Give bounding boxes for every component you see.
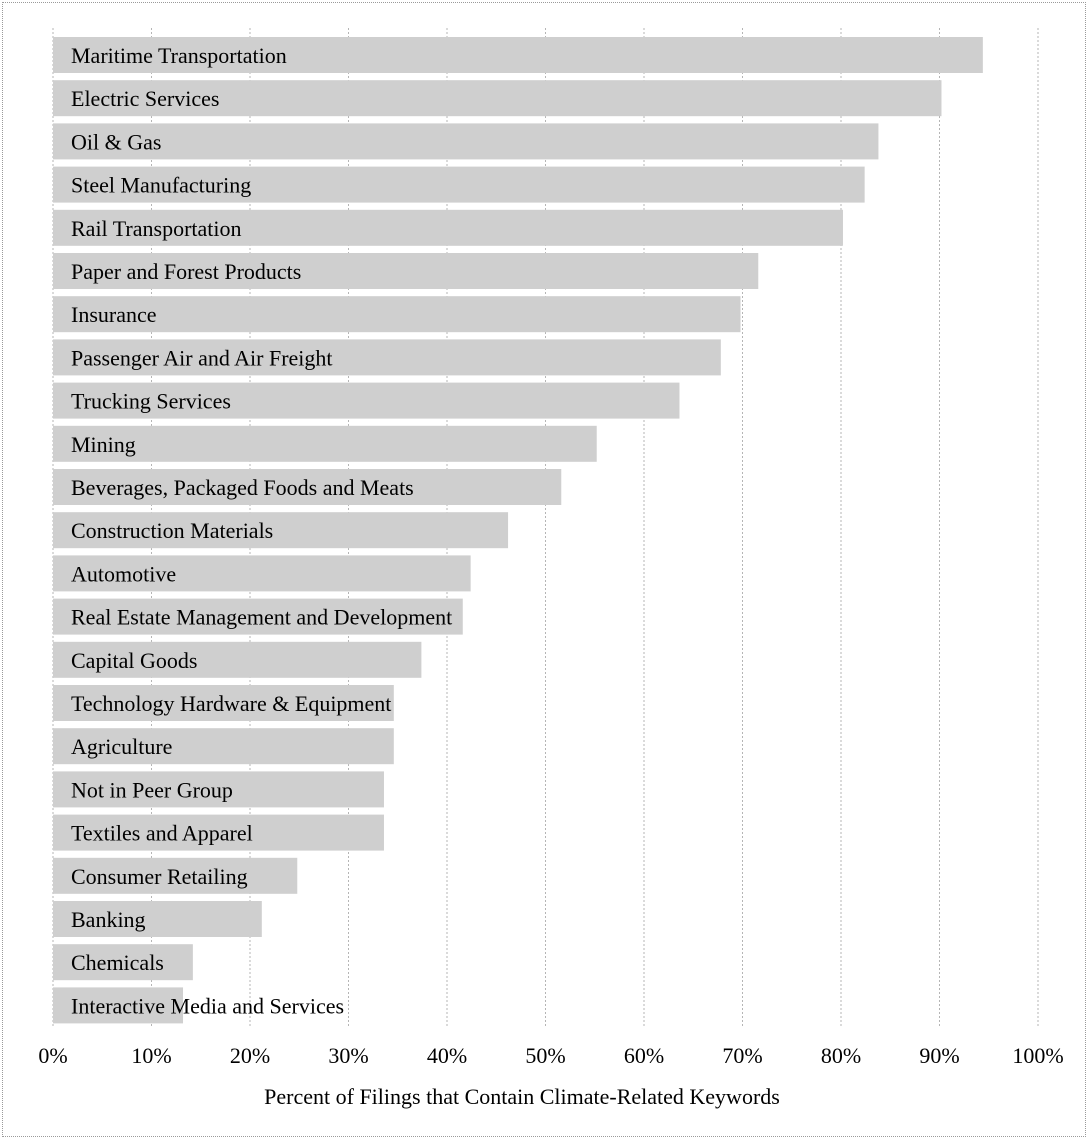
bar (53, 857, 298, 894)
bar (53, 37, 983, 73)
x-tick-labels: 0% 10% 20% 30% 40% 50% 60% 70% 80% 90% 100% (38, 1043, 1063, 1068)
bar (53, 469, 562, 505)
bar (53, 685, 394, 721)
category-label: Insurance (71, 302, 157, 327)
category-label: Trucking Services (71, 389, 231, 414)
category-label: Consumer Retailing (71, 864, 248, 889)
bar (53, 555, 471, 592)
category-label: Passenger Air and Air Freight (71, 345, 333, 370)
x-tick-label: 60% (624, 1043, 664, 1068)
category-label: Capital Goods (71, 648, 198, 673)
bar (53, 339, 721, 376)
category-label: Chemicals (71, 950, 164, 975)
bar (53, 296, 741, 333)
category-label: Rail Transportation (71, 216, 242, 241)
bar (53, 901, 262, 937)
bar (53, 598, 463, 635)
category-label: Interactive Media and Services (71, 993, 344, 1018)
x-tick-label: 90% (919, 1043, 959, 1068)
bar (53, 80, 942, 117)
x-tick-label: 70% (722, 1043, 762, 1068)
bar (53, 987, 184, 1024)
category-label: Paper and Forest Products (71, 259, 301, 284)
category-label: Technology Hardware & Equipment (71, 691, 391, 716)
bars (53, 37, 983, 1024)
x-axis-title: Percent of Filings that Contain Climate-… (264, 1084, 780, 1109)
category-label: Real Estate Management and Development (71, 605, 452, 630)
category-label: Oil & Gas (71, 129, 161, 154)
category-label: Not in Peer Group (71, 777, 233, 802)
category-labels: Maritime Transportation Electric Services… (71, 43, 452, 1018)
category-label: Steel Manufacturing (71, 173, 251, 198)
x-tick-label: 20% (230, 1043, 270, 1068)
category-label: Beverages, Packaged Foods and Meats (71, 475, 414, 500)
x-tick-label: 100% (1012, 1043, 1063, 1068)
x-tick-label: 40% (427, 1043, 467, 1068)
x-tick-label: 10% (131, 1043, 171, 1068)
category-label: Automotive (71, 561, 176, 586)
x-tick-label: 30% (328, 1043, 368, 1068)
category-label: Electric Services (71, 86, 219, 111)
bar (53, 771, 384, 808)
bar (53, 944, 193, 981)
category-label: Mining (71, 432, 136, 457)
bar (53, 425, 597, 462)
category-label: Agriculture (71, 734, 172, 759)
category-label: Maritime Transportation (71, 43, 287, 68)
bar (53, 641, 422, 678)
x-tick-label: 0% (38, 1043, 67, 1068)
bar (53, 253, 759, 289)
category-label: Textiles and Apparel (71, 821, 253, 846)
category-label: Banking (71, 907, 146, 932)
bar (53, 209, 843, 246)
x-tick-label: 80% (821, 1043, 861, 1068)
bar (53, 382, 680, 419)
bar (53, 814, 384, 851)
bar (53, 728, 394, 765)
bar (53, 123, 879, 160)
bar (53, 512, 509, 549)
x-tick-label: 50% (525, 1043, 565, 1068)
bar (53, 166, 865, 203)
category-label: Construction Materials (71, 518, 273, 543)
